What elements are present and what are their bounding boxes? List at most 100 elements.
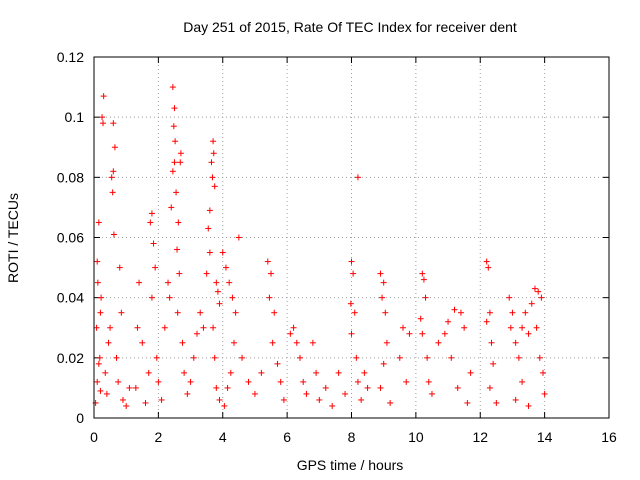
- data-point: [515, 354, 522, 361]
- data-point: [350, 270, 357, 277]
- data-point: [268, 270, 275, 277]
- data-point: [96, 354, 103, 361]
- data-point: [226, 279, 233, 286]
- data-point: [377, 384, 384, 391]
- data-point: [148, 210, 155, 217]
- data-point: [417, 315, 424, 322]
- data-point: [280, 396, 287, 403]
- data-point: [506, 294, 513, 301]
- y-tick-label: 0.08: [57, 169, 84, 185]
- data-point: [383, 339, 390, 346]
- data-point: [132, 384, 139, 391]
- data-point: [93, 324, 100, 331]
- data-point: [213, 279, 220, 286]
- data-point: [483, 318, 490, 325]
- data-point: [486, 309, 493, 316]
- data-point: [206, 207, 213, 214]
- data-point: [211, 354, 218, 361]
- data-point: [269, 339, 276, 346]
- data-point: [380, 360, 387, 367]
- y-tick-label: 0: [76, 410, 84, 426]
- data-point: [221, 402, 228, 409]
- data-point: [205, 225, 212, 232]
- data-point: [172, 138, 179, 145]
- data-point: [103, 390, 110, 397]
- data-point: [155, 378, 162, 385]
- data-point: [187, 378, 194, 385]
- data-point: [364, 384, 371, 391]
- data-point: [174, 309, 181, 316]
- data-point: [454, 384, 461, 391]
- data-point: [179, 339, 186, 346]
- data-point: [277, 378, 284, 385]
- data-point: [485, 264, 492, 271]
- data-point: [102, 369, 109, 376]
- data-point: [396, 354, 403, 361]
- data-point: [108, 174, 115, 181]
- data-point: [174, 246, 181, 253]
- data-point: [342, 390, 349, 397]
- data-point: [361, 369, 368, 376]
- data-point: [197, 309, 204, 316]
- data-point: [354, 174, 361, 181]
- data-point: [316, 396, 323, 403]
- data-point: [134, 324, 141, 331]
- data-point: [522, 309, 529, 316]
- data-point: [540, 369, 547, 376]
- data-point: [175, 219, 182, 226]
- data-point: [210, 324, 217, 331]
- data-point: [377, 270, 384, 277]
- data-point: [216, 300, 223, 307]
- data-point: [94, 378, 101, 385]
- data-point: [348, 330, 355, 337]
- grid: [94, 57, 609, 418]
- data-point: [541, 390, 548, 397]
- data-point: [168, 204, 175, 211]
- y-tick-label: 0.02: [57, 350, 84, 366]
- data-point: [274, 360, 281, 367]
- data-point: [105, 339, 112, 346]
- data-point: [419, 330, 426, 337]
- data-point: [445, 318, 452, 325]
- data-point: [99, 114, 106, 121]
- data-point: [169, 84, 176, 91]
- data-point: [457, 309, 464, 316]
- data-point: [107, 324, 114, 331]
- data-point: [224, 384, 231, 391]
- data-point: [266, 294, 273, 301]
- data-point: [119, 396, 126, 403]
- data-point: [419, 270, 426, 277]
- data-point: [403, 378, 410, 385]
- data-point: [210, 138, 217, 145]
- data-point: [206, 249, 213, 256]
- data-point: [142, 399, 149, 406]
- data-point: [353, 354, 360, 361]
- data-point: [322, 384, 329, 391]
- data-point: [536, 354, 543, 361]
- data-point: [184, 390, 191, 397]
- data-point: [177, 150, 184, 157]
- data-point: [229, 294, 236, 301]
- data-point: [171, 105, 178, 112]
- data-point: [293, 339, 300, 346]
- data-point: [139, 339, 146, 346]
- data-point: [211, 183, 218, 190]
- x-tick-label: 10: [408, 429, 424, 445]
- data-point: [145, 369, 152, 376]
- data-point: [329, 402, 336, 409]
- data-point: [219, 249, 226, 256]
- data-point: [512, 339, 519, 346]
- data-point: [239, 354, 246, 361]
- data-point: [116, 264, 123, 271]
- data-point: [231, 339, 238, 346]
- data-point: [358, 396, 365, 403]
- data-point: [493, 399, 500, 406]
- x-tick-label: 12: [472, 429, 488, 445]
- data-point: [214, 288, 221, 295]
- x-tick-label: 0: [90, 429, 98, 445]
- data-point: [210, 150, 217, 157]
- y-tick-label: 0.04: [57, 290, 84, 306]
- data-point: [531, 285, 538, 292]
- data-point: [100, 93, 107, 100]
- data-point: [309, 339, 316, 346]
